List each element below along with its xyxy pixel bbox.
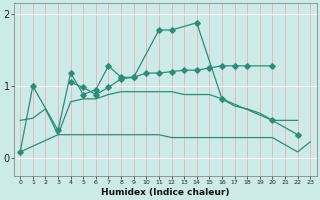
X-axis label: Humidex (Indice chaleur): Humidex (Indice chaleur) [101, 188, 229, 197]
